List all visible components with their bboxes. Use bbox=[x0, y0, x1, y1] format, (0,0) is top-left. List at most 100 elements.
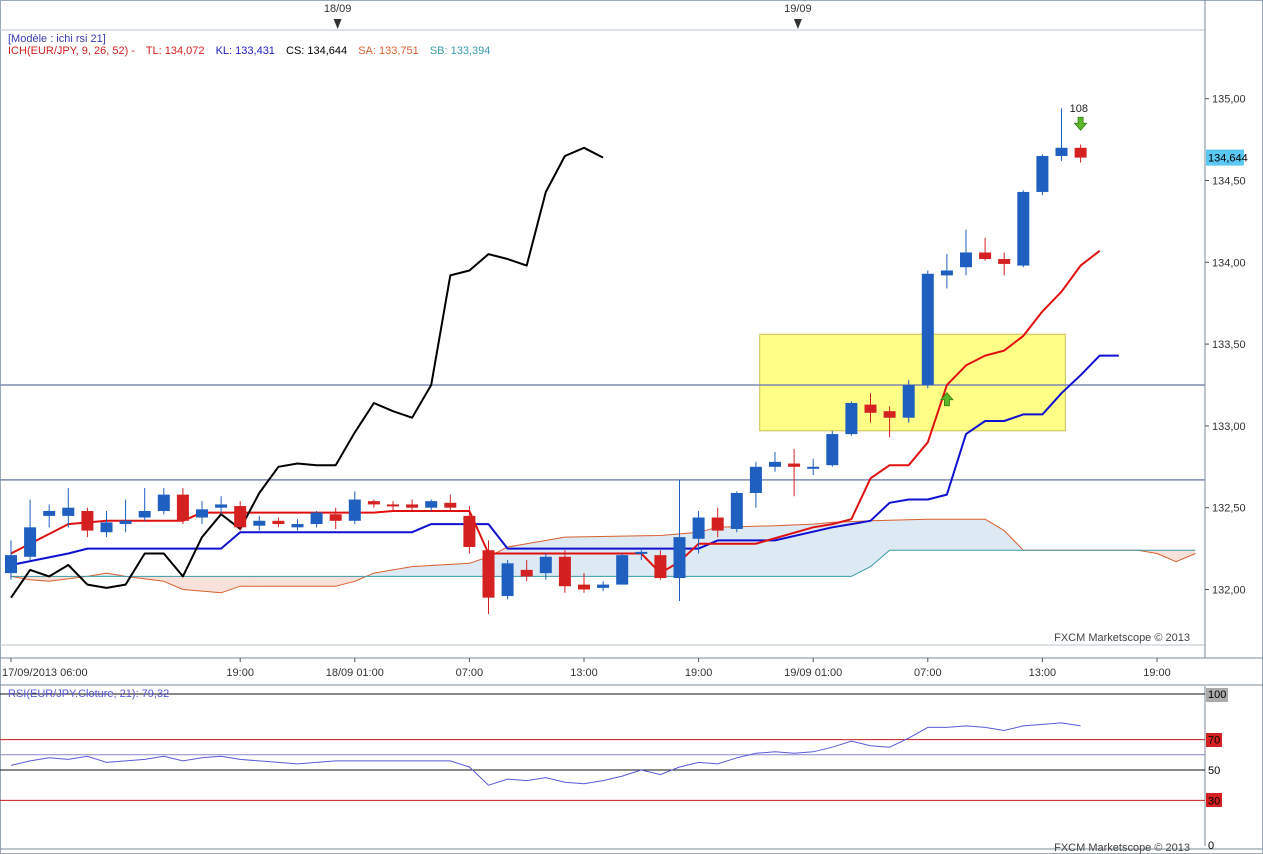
price-tick-label: 132,50 bbox=[1212, 503, 1246, 515]
candle bbox=[100, 510, 113, 538]
cloud-segment bbox=[774, 525, 785, 577]
cloud-segment bbox=[201, 576, 212, 593]
cloud-segment bbox=[631, 535, 642, 577]
rsi-70-tag bbox=[1206, 733, 1222, 747]
price-tick-label: 134,00 bbox=[1212, 257, 1246, 269]
time-tick-label: 17/09/2013 06:00 bbox=[2, 667, 88, 679]
rsi-tick-label: 50 bbox=[1208, 765, 1220, 777]
cloud-segment bbox=[879, 519, 890, 559]
candle-body bbox=[253, 520, 266, 526]
candle-body bbox=[81, 510, 94, 531]
candle-body bbox=[635, 551, 648, 554]
candle bbox=[176, 488, 189, 525]
candle-body bbox=[119, 520, 132, 525]
candle-body bbox=[138, 510, 151, 518]
cloud-segment bbox=[450, 563, 461, 577]
candle bbox=[482, 540, 495, 615]
candle-body bbox=[444, 502, 457, 508]
candle bbox=[387, 501, 399, 511]
price-tick-label: 135,00 bbox=[1212, 94, 1246, 106]
rsi-tick-label: 0 bbox=[1208, 840, 1214, 852]
buy-arrow-icon bbox=[940, 392, 954, 407]
cloud-segment bbox=[163, 576, 174, 586]
candle-body bbox=[769, 461, 781, 467]
candle-body bbox=[501, 563, 514, 597]
candle-body bbox=[616, 555, 629, 585]
cloud-segment bbox=[306, 576, 317, 587]
cloud-segment bbox=[287, 576, 298, 587]
candle bbox=[310, 510, 323, 528]
candle bbox=[616, 553, 629, 585]
cloud-segment bbox=[832, 521, 843, 577]
cloud-segment bbox=[278, 576, 289, 587]
candle-body bbox=[329, 514, 342, 521]
cloud-segment bbox=[602, 536, 613, 577]
candle-body bbox=[807, 466, 820, 469]
cloud-segment bbox=[956, 518, 967, 551]
candle-body bbox=[711, 517, 724, 531]
candle bbox=[654, 550, 667, 580]
time-tick-label: 07:00 bbox=[456, 667, 484, 679]
candle-body bbox=[902, 385, 915, 418]
candle bbox=[960, 229, 972, 276]
candle-body bbox=[463, 515, 476, 547]
candle bbox=[444, 494, 457, 511]
candle bbox=[272, 517, 285, 528]
cloud-segment bbox=[822, 522, 833, 577]
candle-body bbox=[234, 506, 247, 528]
rsi-panel: FXCM Marketscope © 2013 100 70 50 30 0 bbox=[0, 688, 1228, 854]
candle-body bbox=[406, 504, 419, 508]
cloud-segment bbox=[707, 526, 718, 577]
candle bbox=[157, 488, 170, 515]
candle-body bbox=[826, 434, 839, 466]
candle bbox=[119, 499, 132, 533]
candle-body bbox=[310, 512, 323, 525]
candle bbox=[520, 560, 533, 582]
candle-body bbox=[272, 520, 285, 525]
candle bbox=[367, 499, 380, 508]
candle bbox=[215, 496, 228, 515]
candle bbox=[845, 401, 858, 436]
candle-body bbox=[1074, 147, 1087, 158]
candle-body bbox=[520, 569, 533, 577]
candle-body bbox=[1055, 147, 1068, 156]
candle bbox=[329, 507, 342, 529]
cloud-segment bbox=[574, 536, 585, 577]
rsi-30-tag bbox=[1206, 793, 1222, 807]
cloud-segment bbox=[937, 518, 948, 551]
date-marker-icon bbox=[793, 19, 802, 29]
time-tick-label: 13:00 bbox=[570, 667, 598, 679]
candle-body bbox=[157, 494, 170, 511]
ichimoku-label: ICH(EUR/JPY, 9, 26, 52) - bbox=[8, 45, 135, 57]
candle-body bbox=[387, 504, 399, 507]
candle-body bbox=[578, 584, 590, 590]
cloud-segment bbox=[440, 564, 451, 577]
cloud-segment bbox=[965, 518, 976, 551]
candle bbox=[81, 507, 94, 538]
candle-body bbox=[100, 522, 113, 533]
current-price-label: 134,644 bbox=[1208, 153, 1248, 165]
candle bbox=[425, 499, 438, 511]
price-tick-label: 134,50 bbox=[1212, 176, 1246, 188]
cloud-segment bbox=[1003, 529, 1015, 551]
cloud-segment bbox=[717, 526, 728, 577]
rsi-tick-label: 100 bbox=[1208, 689, 1226, 701]
candle-body bbox=[864, 404, 877, 413]
candle-body bbox=[845, 402, 858, 435]
candle-body bbox=[960, 252, 972, 268]
candle-body bbox=[673, 537, 686, 579]
candle-body bbox=[5, 555, 17, 574]
candle bbox=[1017, 190, 1030, 268]
candle bbox=[406, 499, 419, 511]
cloud-segment bbox=[249, 576, 260, 587]
time-tick-label: 19:00 bbox=[685, 667, 713, 679]
candle bbox=[558, 550, 571, 593]
cloud-segment bbox=[268, 576, 279, 587]
candle-body bbox=[62, 507, 75, 516]
cloud-segment bbox=[860, 520, 871, 572]
cloud-segment bbox=[918, 518, 929, 551]
candle-body bbox=[730, 492, 743, 529]
time-tick-label: 13:00 bbox=[1029, 667, 1057, 679]
cloud-segment bbox=[688, 531, 699, 577]
